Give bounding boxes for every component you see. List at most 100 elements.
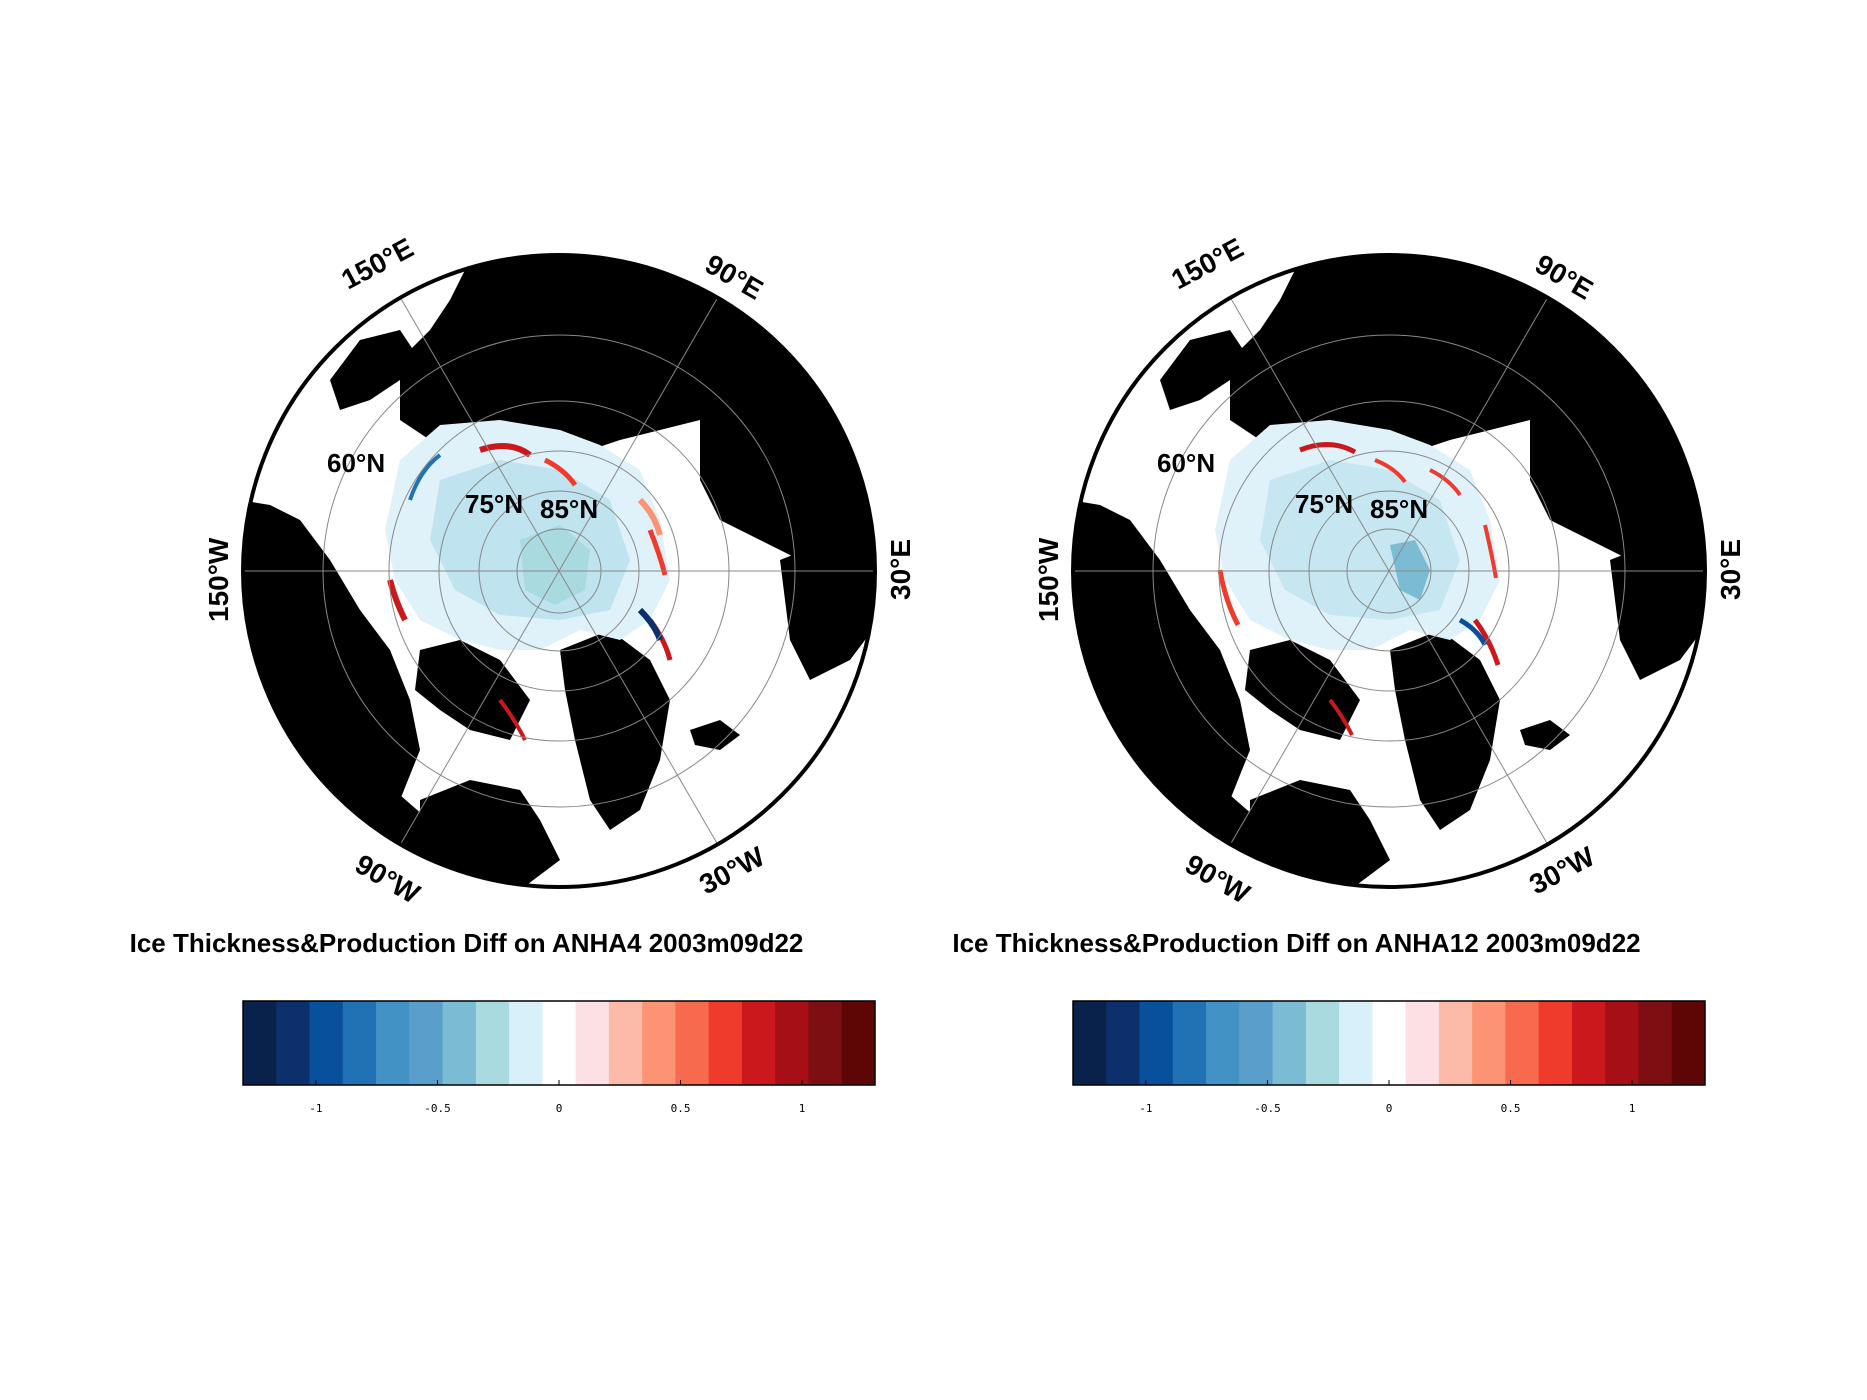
diff-blue-2	[408, 453, 442, 501]
polar-map-anha4: 150°E 90°E 30°E 30°W 90°W 150°W 60°N 75°…	[203, 232, 916, 1115]
colorbar-cell	[1206, 1001, 1240, 1085]
lat-label-85n: 85°N	[540, 494, 598, 524]
lat-label-75n: 75°N	[1295, 489, 1353, 519]
diff-red-6	[637, 497, 663, 536]
land-russia-east	[330, 330, 420, 410]
lon-label-150e: 150°E	[336, 232, 418, 295]
lon-label-90w: 90°W	[350, 848, 426, 910]
colorbar-tick-label: -1	[1139, 1102, 1152, 1115]
ice-pole	[1390, 540, 1430, 600]
polar-map-anha12: 150°E 90°E 30°E 30°W 90°W 150°W 60°N 75°…	[1033, 232, 1746, 1115]
colorbar-cell	[1438, 1001, 1473, 1085]
diff-red-3	[387, 579, 408, 622]
colorbar-cell	[1372, 1001, 1407, 1085]
colorbar-cell	[475, 1001, 510, 1085]
lon-label-150w: 150°W	[1033, 537, 1064, 622]
colorbar-cell	[1638, 1001, 1673, 1085]
colorbar-cell	[376, 1001, 410, 1085]
colorbar-cell	[1505, 1001, 1540, 1085]
diff-red-4	[1483, 524, 1498, 579]
land-canada	[420, 780, 560, 887]
colorbar-cell	[741, 1001, 776, 1085]
colorbar-cell	[608, 1001, 643, 1085]
colorbar-cell	[1272, 1001, 1307, 1085]
colorbar-cell	[1671, 1001, 1706, 1085]
diff-red-7	[1429, 468, 1462, 497]
colorbar-tick-label: -1	[309, 1102, 322, 1115]
lat-label-75n: 75°N	[465, 489, 523, 519]
colorbar-cell	[642, 1001, 676, 1085]
lon-label-150w: 150°W	[203, 537, 234, 622]
map-frame-anha12	[1071, 253, 1707, 889]
map-frame-anha4	[241, 253, 877, 889]
graticule-anha12	[1073, 296, 1705, 846]
colorbar-cell	[309, 1001, 344, 1085]
colorbar-cell	[243, 1001, 277, 1085]
colorbar-tick-label: -0.5	[424, 1102, 451, 1115]
colorbar-cell	[1172, 1001, 1207, 1085]
diff-red-6	[1328, 698, 1354, 736]
colorbar-anha12: -1 -0.5 0 0.5 1	[1072, 1000, 1706, 1115]
colorbar-cell	[1106, 1001, 1141, 1085]
colorbar-cell	[409, 1001, 444, 1085]
colorbar-cell	[708, 1001, 743, 1085]
colorbar-cell	[1405, 1001, 1440, 1085]
colorbar-cell	[342, 1001, 377, 1085]
colorbar-cell	[808, 1001, 843, 1085]
colorbar-cell	[1605, 1001, 1639, 1085]
lon-label-30e: 30°E	[885, 539, 916, 600]
diff-red-3	[1217, 569, 1241, 627]
land-greenland	[560, 630, 670, 830]
diff-red-5	[1472, 618, 1501, 666]
colorbar-cell	[1339, 1001, 1373, 1085]
diff-red-2	[1374, 458, 1407, 484]
colorbar-cell	[542, 1001, 577, 1085]
colorbar-cell	[509, 1001, 543, 1085]
colorbar-tick-label: 0.5	[671, 1102, 691, 1115]
land-scandinavia	[1610, 540, 1705, 680]
colorbar-tick-label: -0.5	[1254, 1102, 1281, 1115]
colorbar-cell	[442, 1001, 477, 1085]
land-ring-right	[700, 290, 874, 571]
diff-red-2	[543, 457, 578, 487]
land-scandinavia	[780, 540, 875, 680]
colorbar-tick-label: 0	[1386, 1102, 1393, 1115]
colorbar-cell	[775, 1001, 809, 1085]
land-archipelago	[1245, 640, 1360, 740]
land-greenland	[1390, 630, 1500, 830]
colorbar-cell	[841, 1001, 876, 1085]
colorbar-cell	[575, 1001, 610, 1085]
lon-label-150e: 150°E	[1166, 232, 1248, 295]
lat-label-60n: 60°N	[327, 448, 385, 478]
land-iceland	[1520, 720, 1570, 750]
lat-label-60n: 60°N	[1157, 448, 1215, 478]
colorbar-cell	[276, 1001, 311, 1085]
colorbar-tick-label: 0.5	[1501, 1102, 1521, 1115]
land-russia-east	[1160, 330, 1250, 410]
diff-red-1	[1299, 442, 1357, 455]
panel-title-anha4: Ice Thickness&Production Diff on ANHA4 2…	[129, 928, 804, 958]
diff-red-4	[647, 529, 668, 576]
colorbar-cell	[1305, 1001, 1340, 1085]
graticule-anha4	[243, 296, 875, 846]
colorbar-cell	[1073, 1001, 1107, 1085]
panel-anha4: 150°E 90°E 30°E 30°W 90°W 150°W 60°N 75°…	[0, 0, 933, 1400]
lon-label-90w: 90°W	[1180, 848, 1256, 910]
panel-title-anha12: Ice Thickness&Production Diff on ANHA12 …	[952, 928, 1641, 958]
colorbar-tick-label: 1	[799, 1102, 806, 1115]
land-archipelago	[415, 640, 530, 740]
colorbar-cell	[1472, 1001, 1506, 1085]
colorbar-cell	[1239, 1001, 1274, 1085]
diff-red-1	[479, 443, 532, 458]
colorbar-cell	[675, 1001, 710, 1085]
lon-label-30e: 30°E	[1715, 539, 1746, 600]
diff-red-7	[498, 698, 527, 741]
land-canada	[1250, 780, 1390, 887]
colorbar-tick-label: 1	[1629, 1102, 1636, 1115]
colorbar-cell	[1571, 1001, 1606, 1085]
land-iceland	[690, 720, 740, 750]
colorbar-tick-label: 0	[556, 1102, 563, 1115]
panel-anha12: 150°E 90°E 30°E 30°W 90°W 150°W 60°N 75°…	[830, 0, 1763, 1400]
lat-label-85n: 85°N	[1370, 494, 1428, 524]
